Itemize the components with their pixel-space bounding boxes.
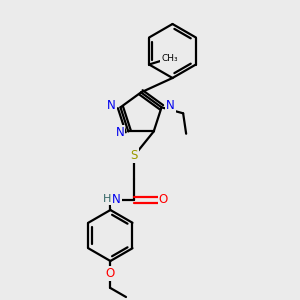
Text: O: O: [159, 193, 168, 206]
Text: O: O: [106, 267, 115, 280]
Text: CH₃: CH₃: [161, 54, 178, 63]
Text: S: S: [131, 149, 138, 162]
Text: N: N: [107, 99, 116, 112]
Text: N: N: [112, 193, 121, 206]
Text: N: N: [166, 99, 175, 112]
Text: N: N: [116, 126, 124, 139]
Text: H: H: [103, 194, 112, 205]
